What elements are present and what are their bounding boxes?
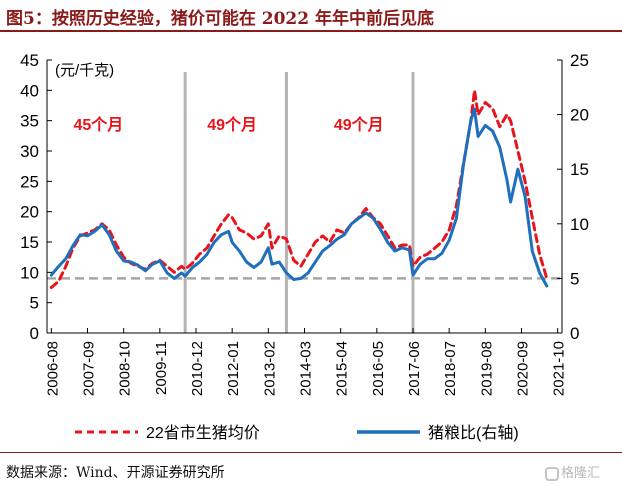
- y-left-tick-label: 20: [20, 203, 39, 222]
- x-tick-label: 2015-04: [334, 341, 351, 396]
- y-right-tick-label: 0: [570, 324, 579, 343]
- x-tick-label: 2010-12: [189, 341, 206, 396]
- cycle-annotation: 45个月: [73, 115, 123, 134]
- watermark-logo-icon: [545, 466, 559, 481]
- y-right-tick-label: 20: [570, 106, 589, 125]
- axes-layer: 0 5 10 15 20 25 30 35 40 45 0 5 10 15 20 25 (元/千克) 2006-0…: [20, 51, 589, 396]
- figure-title: 图5：按照历史经验，猪价可能在 2022 年年中前后见底: [6, 9, 434, 29]
- y-left-tick-label: 5: [30, 294, 39, 313]
- y-right-tick-label: 15: [570, 160, 589, 179]
- cycle-annotation: 49个月: [207, 115, 257, 134]
- legend: 22省市生猪均价 猪粮比(右轴): [75, 424, 519, 442]
- x-tick-label: 2012-01: [225, 341, 242, 396]
- y-left-tick-label: 25: [20, 172, 39, 191]
- cycle-divider-lines: [183, 72, 415, 333]
- x-tick-label: 2021-10: [551, 341, 568, 396]
- x-tick-label: 2008-10: [117, 341, 134, 396]
- title-divider: [0, 30, 622, 32]
- y-left-tick-label: 15: [20, 233, 39, 252]
- source-divider: [0, 452, 622, 453]
- y-left-tick-label: 40: [20, 81, 39, 100]
- annotation-layer: 45个月 49个月 49个月: [73, 115, 383, 134]
- watermark-text: 格隆汇: [561, 466, 601, 481]
- x-tick-label: 2006-08: [44, 341, 61, 396]
- legend-label-pig-grain-ratio: 猪粮比(右轴): [428, 424, 519, 442]
- x-tick-label: 2013-02: [261, 341, 278, 396]
- x-tick-label: 2020-09: [514, 341, 531, 396]
- x-tick-label: 2017-06: [406, 341, 423, 396]
- y-left-unit-label: (元/千克): [55, 62, 114, 79]
- cycle-annotation: 49个月: [334, 115, 384, 134]
- series-line-pig-grain-ratio: [49, 107, 549, 288]
- watermark: 格隆汇: [545, 462, 600, 481]
- y-right-tick-label: 10: [570, 215, 589, 234]
- source-note: 数据来源：Wind、开源证券研究所: [6, 465, 225, 481]
- y-left-tick-label: 45: [20, 51, 39, 70]
- y-right-tick-label: 5: [570, 269, 579, 288]
- series-layer: [49, 88, 549, 289]
- y-left-tick-label: 10: [20, 263, 39, 282]
- x-tick-label: 2019-08: [478, 341, 495, 396]
- x-tick-label: 2007-09: [81, 341, 98, 396]
- y-right-tick-label: 25: [570, 51, 589, 70]
- y-left-tick-label: 35: [20, 112, 39, 131]
- y-left-tick-label: 30: [20, 142, 39, 161]
- x-tick-label: 2014-03: [298, 341, 315, 396]
- x-tick-label: 2016-05: [370, 341, 387, 396]
- legend-label-pig-price: 22省市生猪均价: [146, 424, 260, 442]
- x-tick-label: 2009-11: [153, 341, 170, 395]
- y-left-tick-label: 0: [30, 324, 39, 343]
- x-tick-label: 2018-07: [442, 341, 459, 396]
